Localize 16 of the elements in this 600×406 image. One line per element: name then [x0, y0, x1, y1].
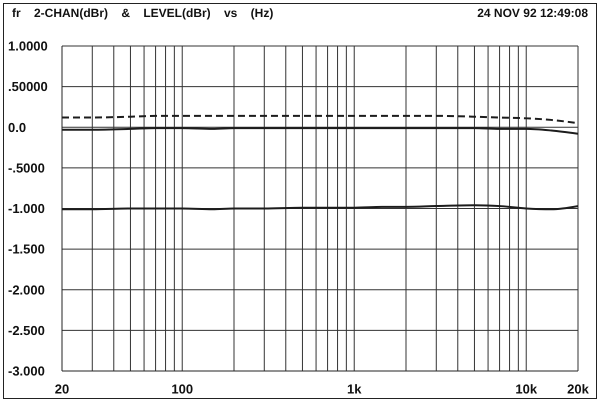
y-tick-label: .50000: [8, 79, 48, 94]
y-tick-label: -2.500: [8, 322, 45, 338]
x-tick-label: 20: [54, 382, 70, 396]
y-tick-label: -2.000: [8, 282, 45, 298]
y-tick-label: -1.000: [8, 201, 45, 216]
chart-title: fr 2-CHAN(dBr) & LEVEL(dBr) vs (Hz): [12, 6, 274, 20]
y-tick-label: 0.0: [8, 120, 26, 135]
text: 24 NOV 92 12:49:08: [477, 6, 588, 20]
y-tick-label: -3.000: [8, 364, 45, 378]
y-tick-label: -.5000: [8, 160, 45, 176]
x-tick-label: 1k: [346, 382, 362, 396]
y-tick-label: 1.0000: [8, 38, 48, 54]
x-tick-label: 20k: [567, 382, 590, 396]
x-tick-label: 100: [171, 382, 194, 396]
x-tick-label: 10k: [515, 382, 538, 396]
y-tick-label: -1.500: [8, 242, 45, 257]
